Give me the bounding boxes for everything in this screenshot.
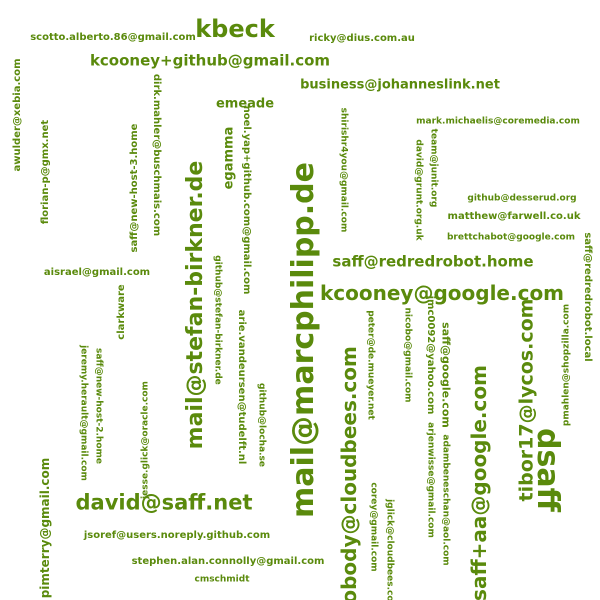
cloud-word-saff-redredrobot-home: saff@redredrobot.home: [332, 252, 534, 271]
cloud-word-jsoref: jsoref@users.noreply.github.com: [83, 530, 271, 541]
cloud-word-shirishr: shirishr4you@gmail.com: [338, 107, 349, 233]
cloud-word-matthew: matthew@farwell.co.uk: [447, 211, 581, 222]
cloud-word-jglick: jglick@cloudbees.com: [384, 499, 395, 600]
cloud-word-jmc0092: jmc0092@yahoo.com: [425, 295, 436, 415]
cloud-word-corey: corey@gmail.com: [368, 482, 379, 572]
cloud-word-github-stefan: github@stefan-birkner.de: [212, 255, 223, 385]
cloud-word-kbeck: kbeck: [195, 15, 275, 43]
cloud-word-stephen: stephen.alan.connolly@gmail.com: [131, 556, 325, 567]
cloud-word-marcphilipp: mail@marcphilipp.de: [286, 161, 321, 519]
cloud-word-mark-michaelis: mark.michaelis@coremedia.com: [416, 116, 580, 127]
cloud-word-team-junit: team@junit.org: [428, 128, 439, 208]
cloud-word-saff-aa-google: saff+aa@google.com: [467, 365, 491, 600]
cloud-word-saff-google: saff@google.com: [439, 322, 453, 428]
cloud-word-saff-redredrobot-local: saff@redredrobot.local: [582, 232, 593, 362]
cloud-word-kcooney-google: kcooney@google.com: [319, 281, 565, 305]
cloud-word-arjenwisse: arjenwisse@gmail.com: [425, 422, 436, 538]
cloud-word-adambeneschan: adambeneschan@aol.com: [440, 434, 451, 566]
cloud-word-kcooney-github: kcooney+github@gmail.com: [89, 51, 331, 70]
cloud-word-saff-new-host-2: saff@new-host-2.home: [93, 347, 104, 465]
cloud-word-emeade: emeade: [215, 96, 275, 112]
cloud-word-stefan-birkner: mail@stefan-birkner.de: [183, 160, 208, 450]
cloud-word-dirk-mahler: dirk.mahler@buschmais.com: [151, 73, 162, 237]
cloud-word-pmahlen: pmahlen@shopzilla.com: [561, 303, 572, 427]
cloud-word-peter: peter@de.mueyer.net: [365, 310, 376, 420]
cloud-word-jeremy: jeremy.herault@gmail.com: [78, 345, 89, 481]
cloud-word-github-desserud: github@desserud.org: [467, 193, 577, 204]
cloud-word-nobody-cloudbees: nobody@cloudbees.com: [337, 346, 361, 600]
cloud-word-ricky: ricky@dius.com.au: [309, 33, 415, 44]
cloud-word-clarkware: clarkware: [116, 284, 127, 340]
cloud-word-pimterry: pimterry@gmail.com: [38, 457, 52, 599]
cloud-word-david-grunt: david@grunt.org.uk: [413, 139, 424, 241]
cloud-word-jesse-glick: jesse.glick@oracle.com: [140, 381, 151, 499]
cloud-word-cmschmidt: cmschmidt: [194, 574, 250, 585]
cloud-word-saff-new-host-3: saff@new-host-3.home: [129, 123, 140, 253]
cloud-word-nicobo: nicobo@gmail.com: [402, 307, 413, 403]
cloud-word-github-locha: github@locha.se: [256, 382, 267, 468]
cloud-word-david-saff: david@saff.net: [75, 490, 253, 515]
cloud-word-noel-yap: noel.yap+github.com@gmail.com: [241, 105, 252, 295]
cloud-word-awulder: awulder@xebia.com: [12, 58, 23, 172]
cloud-word-egamma: egamma: [221, 126, 237, 190]
cloud-word-aisrael: aisrael@gmail.com: [43, 267, 151, 278]
cloud-word-business: business@johanneslink.net: [300, 77, 500, 93]
cloud-word-scotto: scotto.alberto.86@gmail.com: [30, 32, 196, 43]
cloud-word-tibor17: tibor17@lycos.com: [515, 298, 538, 502]
cloud-word-florian: florian-p@gmx.net: [40, 119, 51, 225]
cloud-word-brettchabot: brettchabot@google.com: [446, 232, 576, 243]
cloud-word-arie: arie.vandeursen@tudelft.nl: [236, 309, 247, 465]
